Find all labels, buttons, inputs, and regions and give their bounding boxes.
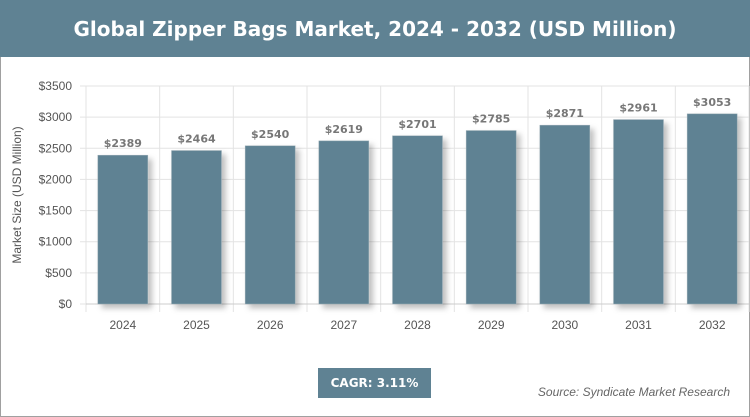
bar-2032 [686,113,738,305]
chart-title: Global Zipper Bags Market, 2024 - 2032 (… [0,0,750,57]
bar-2031 [613,119,664,305]
y-tick-label: $1000 [39,235,73,249]
y-tick-label: $3500 [39,79,73,93]
bar-2030 [539,124,591,305]
data-label: $2871 [546,107,584,120]
data-label: $2619 [325,123,363,136]
y-tick-label: $1500 [39,204,73,218]
cagr-badge: CAGR: 3.11% [318,368,431,398]
x-tick-label: 2032 [699,318,726,332]
y-tick-label: $3000 [39,110,73,124]
x-tick-label: 2026 [257,318,284,332]
x-tick-label: 2024 [109,318,136,332]
y-tick-label: $2500 [39,141,73,155]
data-label: $3053 [693,96,731,109]
x-tick-label: 2027 [330,318,357,332]
bar-2024 [97,154,149,305]
data-label: $2464 [177,133,216,146]
y-tick-label: $0 [59,297,73,311]
y-tick-label: $500 [45,266,72,280]
bar-2028 [392,135,443,305]
x-tick-label: 2030 [551,318,578,332]
bar-2025 [171,150,222,305]
y-tick-label: $2000 [39,172,73,186]
data-label: $2785 [472,113,510,126]
data-label: $2389 [104,137,142,150]
x-tick-label: 2025 [183,318,210,332]
x-tick-label: 2029 [478,318,505,332]
x-tick-label: 2028 [404,318,431,332]
y-axis-label: Market Size (USD Million) [10,126,24,263]
bar-2029 [465,130,517,305]
data-label: $2540 [251,128,290,141]
data-label: $2961 [619,102,657,115]
bar-2027 [318,140,370,305]
bar-2026 [244,145,296,305]
data-label: $2701 [398,118,436,131]
x-tick-label: 2031 [625,318,652,332]
source-note: Source: Syndicate Market Research [537,385,730,399]
